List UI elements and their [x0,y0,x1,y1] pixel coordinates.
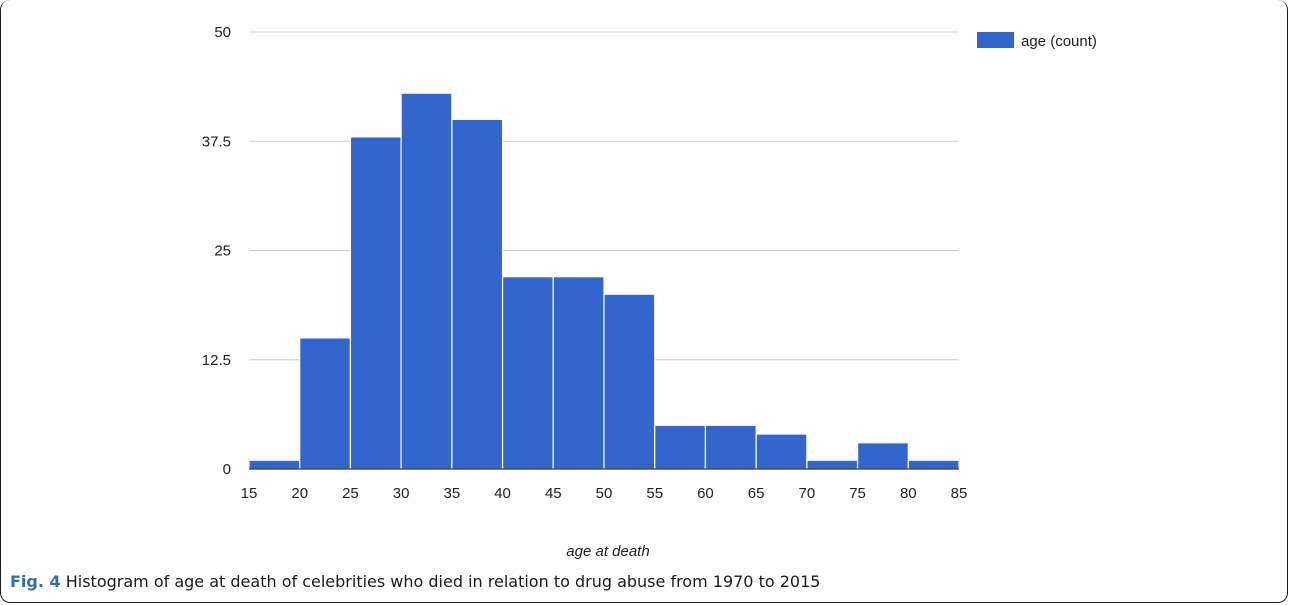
histogram-bar [654,424,707,470]
histogram-bars [248,92,960,470]
y-tick-label: 12.5 [202,352,231,369]
x-tick-label: 80 [900,485,917,502]
x-axis-ticks: 15 20 25 30 35 40 45 50 55 60 65 70 75 80 85 [241,485,968,502]
x-tick-label: 75 [849,485,866,502]
x-tick-label: 55 [646,485,663,502]
histogram-chart: 0 12.5 25 37.5 50 15 20 25 30 35 40 45 50 55 60 65 70 75… [202,24,1097,560]
histogram-bar [501,276,554,470]
histogram-bar [451,118,504,470]
x-tick-label: 60 [697,485,714,502]
legend: age (count) [977,32,1097,50]
x-tick-label: 25 [342,485,359,502]
x-tick-label: 50 [596,485,613,502]
x-tick-label: 20 [291,485,308,502]
y-tick-label: 0 [223,461,231,478]
figure-label: Fig. 4 [10,572,61,591]
x-tick-label: 65 [748,485,765,502]
histogram-bar [400,92,453,470]
x-tick-label: 30 [393,485,410,502]
x-tick-label: 70 [799,485,816,502]
legend-label: age (count) [1021,33,1097,50]
histogram-bar [552,276,605,470]
legend-swatch [977,32,1014,48]
x-tick-label: 15 [241,485,258,502]
x-tick-label: 85 [951,485,968,502]
x-axis-title: age at death [566,543,649,560]
histogram-bar [299,337,352,470]
y-tick-label: 37.5 [202,133,231,150]
histogram-bar [349,136,402,470]
histogram-bar [806,459,859,470]
histogram-bar [248,459,301,470]
y-tick-label: 50 [214,24,231,41]
y-axis-ticks: 0 12.5 25 37.5 50 [202,24,231,478]
y-tick-label: 25 [214,243,231,260]
histogram-bar [603,293,656,470]
x-tick-label: 45 [545,485,562,502]
x-tick-label: 40 [494,485,511,502]
histogram-bar [704,424,757,470]
caption-text: Histogram of age at death of celebrities… [60,572,821,591]
histogram-bar [755,433,808,470]
figure-caption: Fig. 4 Histogram of age at death of cele… [10,572,820,591]
x-tick-label: 35 [444,485,461,502]
histogram-bar [907,459,960,470]
histogram-bar [856,442,909,470]
